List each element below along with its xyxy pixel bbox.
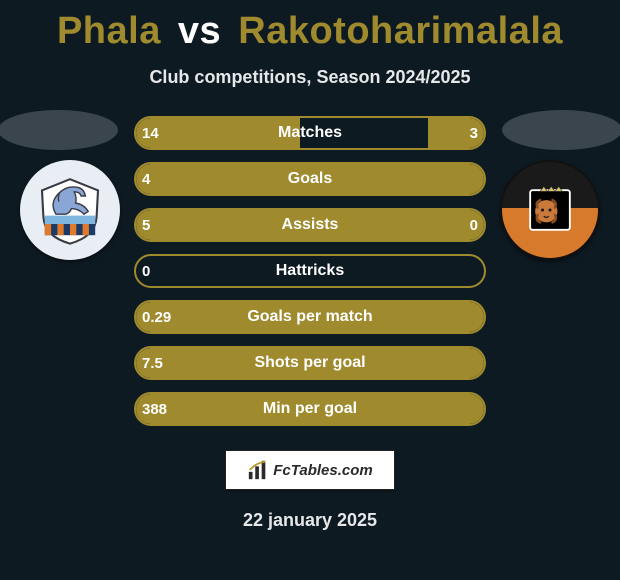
comparison-arena: 14Matches34Goals5Assists00Hattricks0.29G… <box>0 116 620 426</box>
stat-value-left: 14 <box>136 125 192 142</box>
stat-value-left: 7.5 <box>136 355 192 372</box>
brand-logo: FcTables.com <box>225 450 395 490</box>
club-badge-right <box>500 160 600 260</box>
shadow-ellipse-left <box>0 110 118 150</box>
stat-value-left: 388 <box>136 401 192 418</box>
stat-label: Hattricks <box>192 262 428 280</box>
stat-value-right: 3 <box>428 125 484 142</box>
shadow-ellipse-right <box>502 110 620 150</box>
bar-chart-icon <box>247 459 269 481</box>
stat-value-left: 0.29 <box>136 309 192 326</box>
brand-name: FcTables.com <box>273 462 372 479</box>
stat-value-left: 0 <box>136 263 192 280</box>
title-player-right: Rakotoharimalala <box>238 10 563 52</box>
title-vs: vs <box>178 10 221 52</box>
stat-value-left: 5 <box>136 217 192 234</box>
stat-row: 4Goals <box>134 162 486 196</box>
stat-label: Min per goal <box>192 400 428 418</box>
stat-row: 0Hattricks <box>134 254 486 288</box>
stat-value-right: 0 <box>428 217 484 234</box>
stat-label: Matches <box>192 124 428 142</box>
club-badge-left <box>20 160 120 260</box>
stat-label: Shots per goal <box>192 354 428 372</box>
stat-row: 0.29Goals per match <box>134 300 486 334</box>
title-player-left: Phala <box>57 10 161 52</box>
stat-label: Assists <box>192 216 428 234</box>
horse-crest-icon <box>35 175 105 245</box>
stat-row: 5Assists0 <box>134 208 486 242</box>
stat-value-left: 4 <box>136 171 192 188</box>
stat-row: 388Min per goal <box>134 392 486 426</box>
stat-label: Goals <box>192 170 428 188</box>
season-subtitle: Club competitions, Season 2024/2025 <box>0 67 620 88</box>
stat-label: Goals per match <box>192 308 428 326</box>
comparison-title: Phala vs Rakotoharimalala <box>0 0 620 53</box>
footer-date: 22 january 2025 <box>0 510 620 531</box>
stat-rows: 14Matches34Goals5Assists00Hattricks0.29G… <box>134 116 486 426</box>
stat-row: 14Matches3 <box>134 116 486 150</box>
lion-crest-icon <box>519 179 581 241</box>
stat-row: 7.5Shots per goal <box>134 346 486 380</box>
